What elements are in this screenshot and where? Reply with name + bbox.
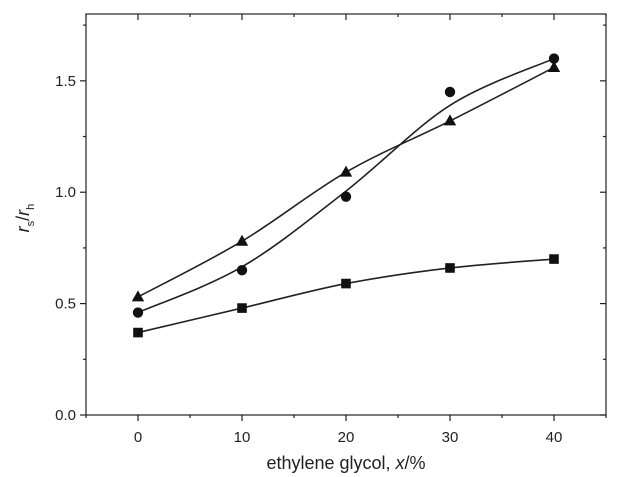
x-tick-label: 30 (442, 429, 459, 446)
axis-labels: ethylene glycol, x/% rs/rh (13, 204, 426, 473)
square-point (341, 278, 351, 289)
triangle-point (443, 114, 457, 126)
circle-point (340, 191, 352, 202)
x-tick-label: 0 (134, 429, 142, 446)
y-tick-label: 0.5 (55, 296, 76, 313)
series-line-square (137, 258, 555, 334)
x-tick-label: 20 (338, 429, 355, 446)
data-markers (131, 53, 561, 338)
y-tick-label: 1.0 (55, 184, 76, 201)
triangle-point (235, 234, 249, 246)
y-tick-label: 0.0 (55, 407, 76, 424)
x-tick-label: 40 (546, 429, 563, 446)
y-axis-label: rs/rh (13, 204, 37, 233)
triangle-point (547, 60, 561, 72)
plot-frame (85, 13, 607, 416)
series-line-circle (137, 57, 555, 314)
circle-point (132, 307, 144, 318)
triangle-point (131, 290, 145, 302)
square-point (237, 303, 247, 313)
circle-point (444, 86, 456, 98)
square-point (549, 254, 559, 264)
axes: 0 10 20 30 40 0.0 0.5 1.0 1.5 (55, 13, 607, 446)
circle-point (548, 53, 560, 64)
square-point (133, 327, 143, 338)
x-tick-label: 10 (234, 429, 251, 446)
series-line-triangle (137, 66, 555, 298)
y-tick-label: 1.5 (55, 73, 76, 90)
x-axis-label: ethylene glycol, x/% (266, 453, 425, 473)
triangle-point (339, 165, 353, 177)
square-point (445, 263, 455, 273)
circle-point (236, 264, 248, 276)
